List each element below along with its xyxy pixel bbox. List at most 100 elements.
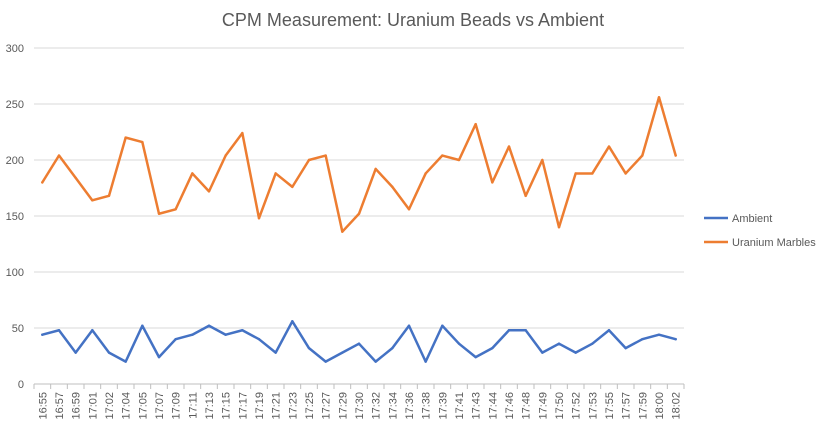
data-point-uranium-marbles bbox=[674, 154, 677, 157]
x-tick-label: 17:46 bbox=[504, 392, 516, 420]
y-tick-label: 300 bbox=[6, 43, 24, 55]
x-tick-label: 17:50 bbox=[554, 392, 566, 420]
data-point-uranium-marbles bbox=[191, 172, 194, 175]
x-tick-label: 17:23 bbox=[287, 392, 299, 420]
data-point-ambient bbox=[524, 329, 527, 332]
y-tick-label: 150 bbox=[6, 211, 24, 223]
data-point-ambient bbox=[107, 351, 111, 354]
x-tick-label: 16:59 bbox=[71, 392, 83, 420]
data-point-uranium-marbles bbox=[441, 154, 444, 157]
data-point-ambient bbox=[41, 333, 44, 336]
x-tick-label: 17:15 bbox=[221, 392, 233, 420]
data-point-uranium-marbles bbox=[607, 145, 611, 148]
gridlines bbox=[34, 47, 684, 329]
data-point-uranium-marbles bbox=[491, 181, 494, 184]
x-tick-label: 17:27 bbox=[321, 392, 333, 420]
data-point-ambient bbox=[507, 329, 511, 332]
x-tick-label: 17:02 bbox=[104, 392, 116, 420]
data-point-ambient bbox=[324, 360, 327, 363]
data-point-uranium-marbles bbox=[157, 212, 161, 215]
data-point-ambient bbox=[291, 320, 294, 323]
data-point-uranium-marbles bbox=[407, 208, 411, 211]
x-tick-label: 17:48 bbox=[521, 392, 533, 420]
x-tick-label: 17:57 bbox=[621, 392, 633, 420]
x-tick-label: 17:11 bbox=[187, 392, 199, 419]
x-tick-label: 17:52 bbox=[571, 392, 583, 420]
data-point-uranium-marbles bbox=[474, 122, 477, 126]
data-point-ambient bbox=[591, 342, 594, 345]
data-point-ambient bbox=[241, 329, 244, 332]
data-point-ambient bbox=[74, 351, 77, 354]
data-point-uranium-marbles bbox=[457, 158, 461, 162]
x-tick-label: 16:55 bbox=[37, 392, 49, 420]
chart-title: CPM Measurement: Uranium Beads vs Ambien… bbox=[222, 10, 604, 30]
data-point-ambient bbox=[574, 351, 577, 354]
x-tick-label: 17:05 bbox=[137, 392, 149, 420]
data-point-uranium-marbles bbox=[207, 190, 211, 193]
data-point-uranium-marbles bbox=[624, 172, 627, 175]
x-tick-label: 17:13 bbox=[204, 392, 216, 420]
x-tick-label: 17:39 bbox=[437, 392, 449, 420]
y-tick-label: 50 bbox=[12, 323, 24, 335]
data-point-ambient bbox=[457, 342, 461, 345]
x-tick-label: 17:38 bbox=[421, 392, 433, 420]
data-point-ambient bbox=[641, 338, 644, 341]
data-point-ambient bbox=[374, 360, 377, 363]
x-tick-label: 17:55 bbox=[604, 392, 616, 420]
x-tick-label: 17:53 bbox=[587, 392, 599, 420]
data-point-uranium-marbles bbox=[374, 167, 377, 171]
data-point-uranium-marbles bbox=[324, 154, 327, 157]
data-point-uranium-marbles bbox=[107, 194, 111, 198]
data-point-ambient bbox=[474, 355, 477, 359]
x-tick-label: 17:41 bbox=[454, 392, 466, 420]
data-point-ambient bbox=[224, 333, 227, 336]
data-point-uranium-marbles bbox=[524, 194, 527, 198]
data-point-ambient bbox=[174, 338, 177, 341]
data-point-uranium-marbles bbox=[141, 140, 144, 144]
data-point-ambient bbox=[191, 333, 194, 336]
data-point-uranium-marbles bbox=[574, 172, 577, 175]
x-tick-label: 17:34 bbox=[387, 392, 399, 420]
x-axis: 16:55 16:57 16:59 17:01 17:02 17:04 17:05 17:07… bbox=[33, 383, 685, 420]
data-point-ambient bbox=[257, 338, 261, 341]
x-tick-label: 17:19 bbox=[254, 392, 266, 420]
series-line-ambient bbox=[41, 320, 677, 363]
plot-area bbox=[41, 96, 677, 363]
y-tick-label: 250 bbox=[6, 99, 24, 111]
x-tick-label: 17:43 bbox=[471, 392, 483, 420]
data-point-ambient bbox=[441, 324, 444, 327]
data-point-ambient bbox=[157, 355, 161, 359]
data-point-ambient bbox=[274, 351, 277, 354]
data-point-uranium-marbles bbox=[41, 181, 44, 184]
data-point-uranium-marbles bbox=[291, 185, 294, 189]
data-point-ambient bbox=[391, 346, 394, 350]
data-point-uranium-marbles bbox=[557, 226, 561, 229]
x-tick-label: 17:09 bbox=[171, 392, 183, 420]
data-point-ambient bbox=[124, 360, 127, 363]
data-point-ambient bbox=[141, 324, 144, 327]
data-point-uranium-marbles bbox=[74, 176, 77, 180]
x-tick-label: 18:00 bbox=[654, 392, 666, 420]
x-tick-label: 16:57 bbox=[54, 392, 66, 420]
data-point-ambient bbox=[674, 338, 677, 341]
data-point-uranium-marbles bbox=[224, 154, 227, 157]
data-point-uranium-marbles bbox=[424, 172, 427, 175]
data-point-ambient bbox=[207, 324, 211, 327]
data-point-uranium-marbles bbox=[91, 199, 94, 202]
x-tick-label: 17:44 bbox=[487, 392, 499, 420]
data-point-ambient bbox=[424, 360, 427, 363]
data-point-uranium-marbles bbox=[57, 154, 61, 157]
data-point-uranium-marbles bbox=[591, 172, 594, 175]
data-point-uranium-marbles bbox=[341, 230, 344, 233]
x-tick-label: 18:02 bbox=[671, 392, 683, 420]
data-point-uranium-marbles bbox=[307, 158, 311, 162]
x-tick-label: 17:21 bbox=[271, 392, 283, 420]
y-axis: 0 50 100 150 200 250 300 bbox=[6, 43, 24, 391]
data-point-ambient bbox=[541, 351, 544, 354]
data-point-ambient bbox=[407, 324, 411, 327]
data-point-ambient bbox=[57, 329, 61, 332]
x-tick-label: 17:32 bbox=[371, 392, 383, 420]
data-point-ambient bbox=[607, 329, 611, 332]
data-point-uranium-marbles bbox=[124, 136, 127, 139]
x-tick-label: 17:07 bbox=[154, 392, 166, 420]
